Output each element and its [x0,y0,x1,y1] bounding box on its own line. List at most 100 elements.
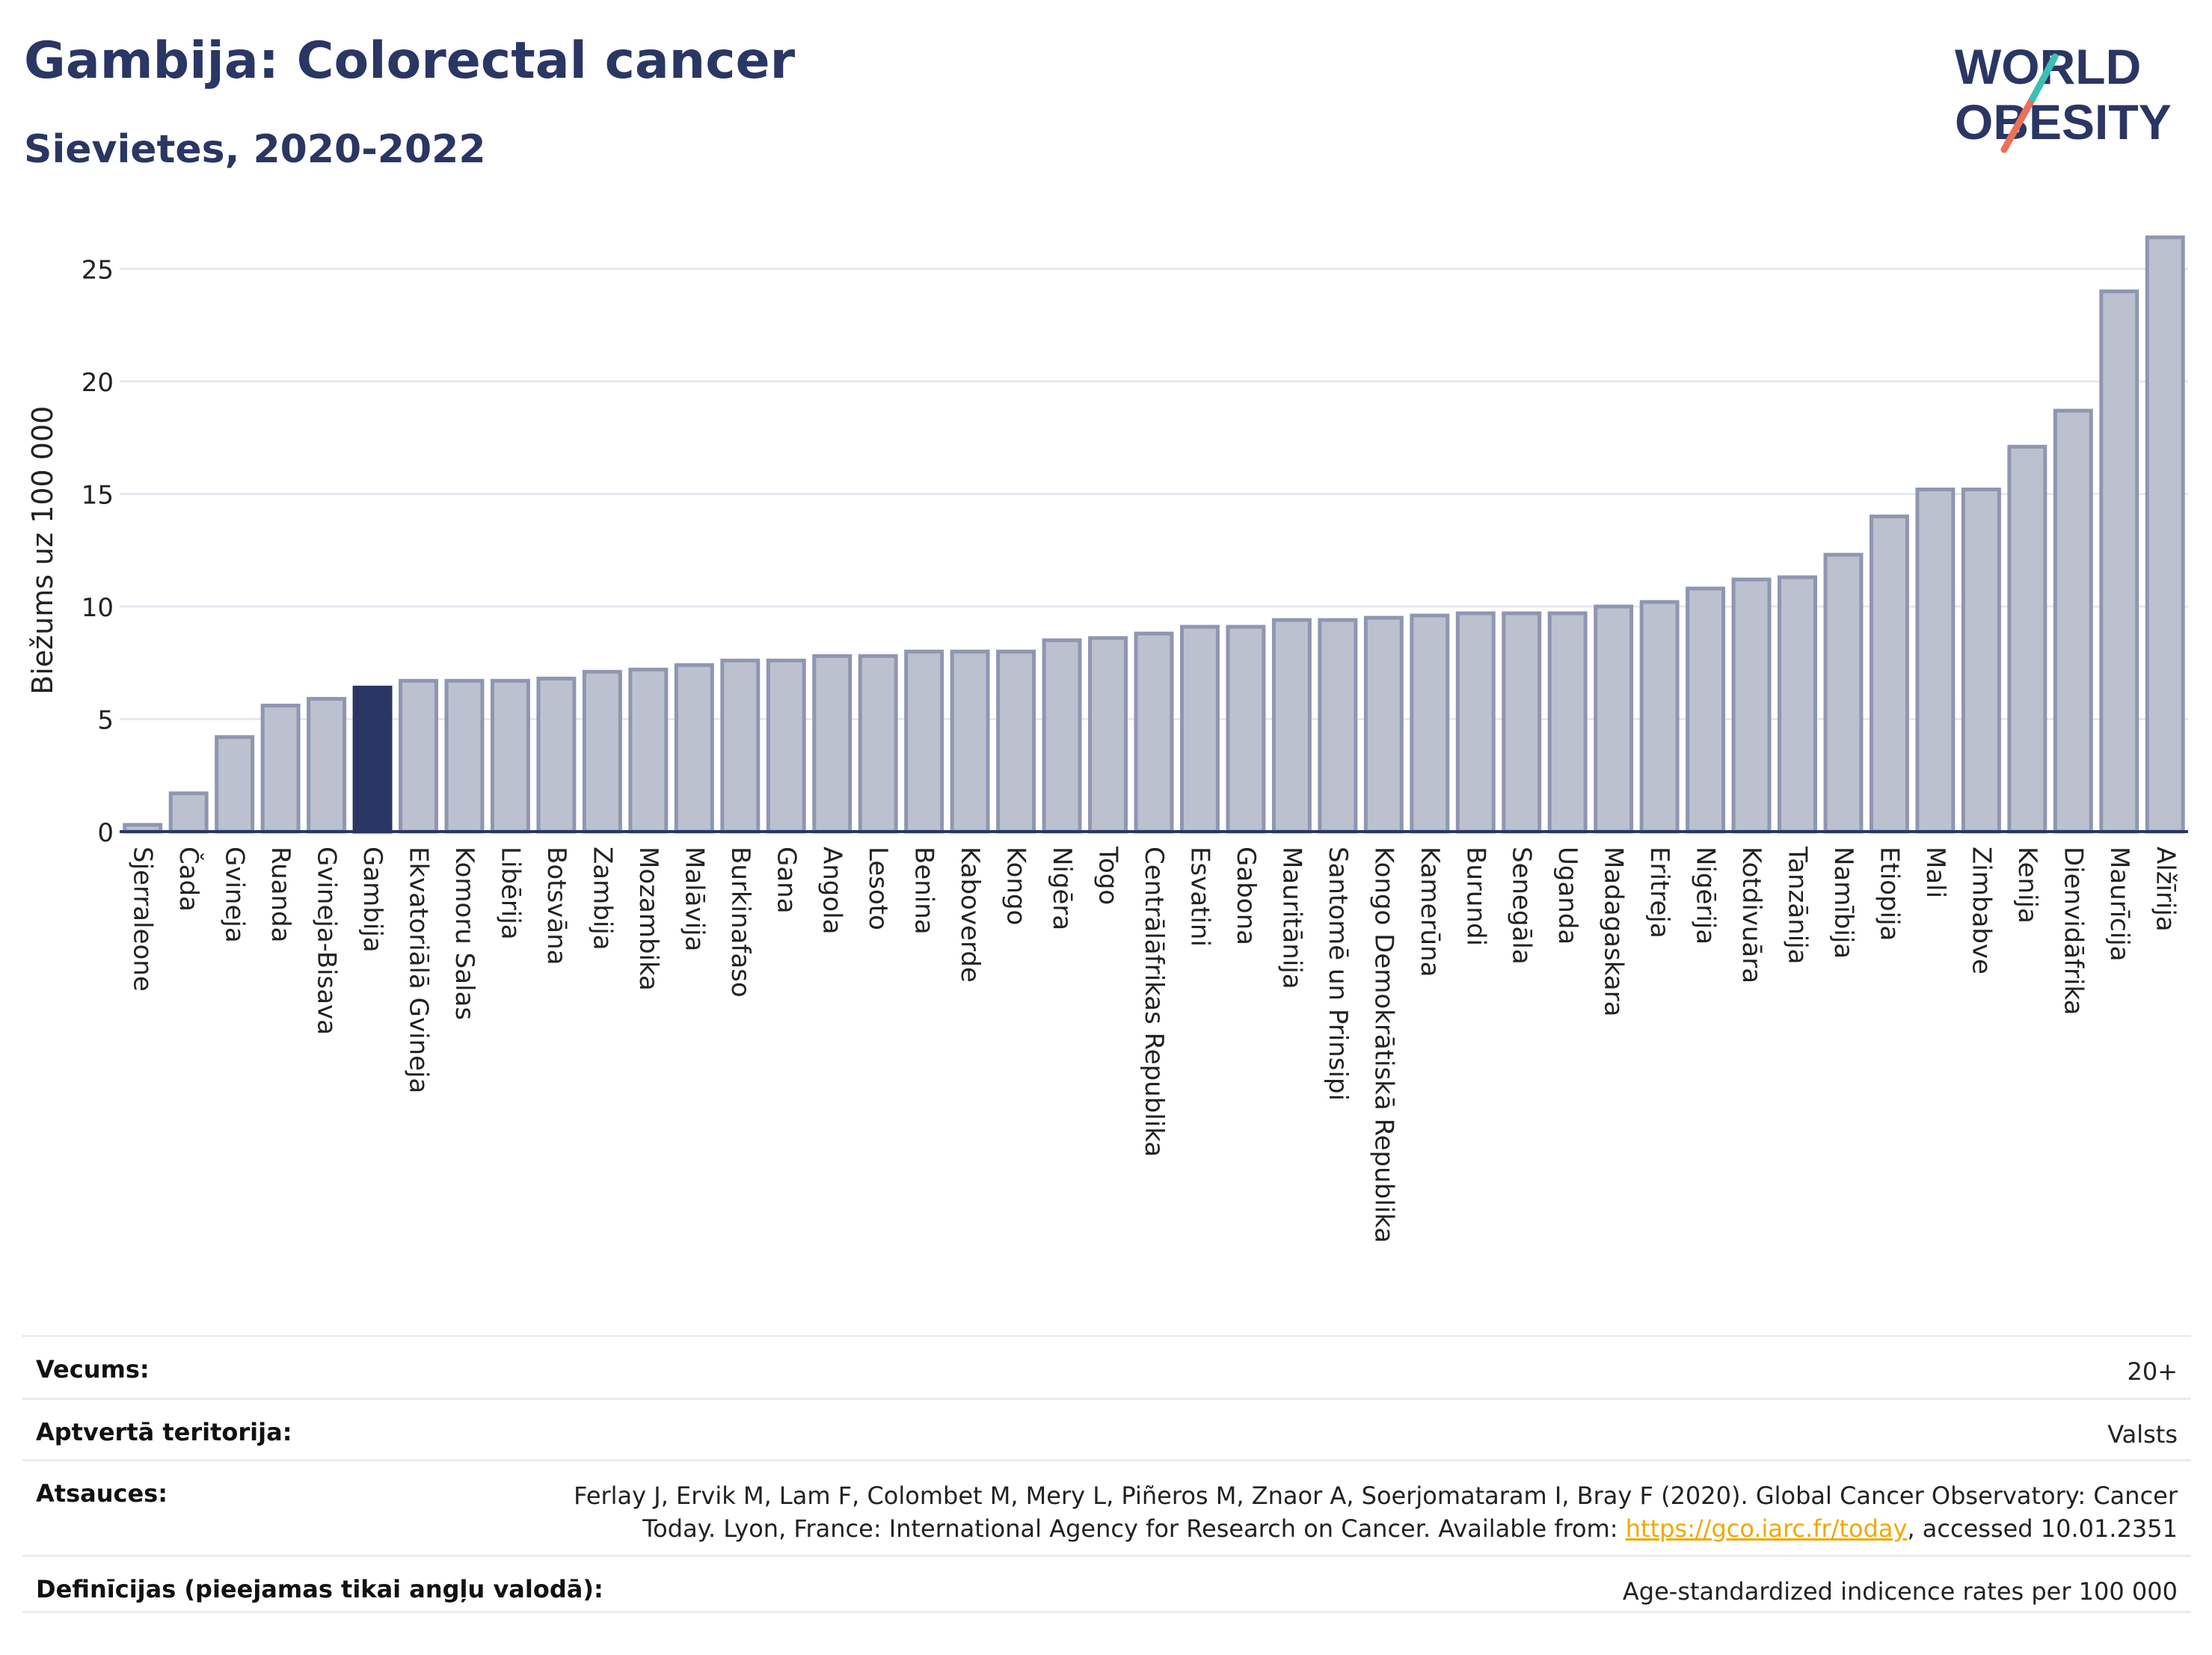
slash-icon-upper [2029,53,2059,102]
x-tick-label: Santomē un Prinsipi [1323,847,1353,1101]
bar-24 [1226,624,1266,834]
x-tick-label: Sjerraleone [128,847,158,992]
bar-43 [2099,289,2139,834]
x-tick-label: Mauritānija [1276,847,1306,989]
bar-27 [1363,615,1404,834]
x-tick-label: Mozambika [633,847,663,991]
x-tick-label: Centrālāfrikas Republika [1139,847,1169,1157]
age-value: 20+ [2127,1357,2178,1386]
bar-20 [1042,638,1082,834]
bar-1 [168,791,209,834]
world-obesity-logo: WORLD OBESITY [1955,39,2172,153]
x-tick-label: Kaboverde [955,847,985,983]
age-label: Vecums: [36,1355,150,1384]
x-tick-label: Gabona [1231,847,1261,945]
bar-chart: 0 5 10 15 20 25 Biežums uz 100 000 Sjerraleone Č… [26,235,2188,1243]
x-tick-label: Angola [817,847,847,934]
page-title: Gambija: Colorectal cancer [24,31,796,90]
bar-32 [1594,604,1634,834]
x-tick-label: Burundi [1460,847,1490,946]
info-table: Vecums: 20+ Aptvertā teritorija: Valsts … [22,1335,2191,1613]
bar-42 [2053,408,2093,834]
bar-8 [490,678,530,834]
y-tick-label: 15 [82,481,114,511]
y-tick-label: 20 [82,368,114,398]
bar-16 [858,654,898,834]
x-tick-label: Senegāla [1507,847,1537,965]
x-tick-label: Botsvāna [541,847,571,965]
x-tick-label: Burkinafaso [725,847,755,998]
info-row-coverage: Aptvertā teritorija: Valsts [22,1398,2191,1459]
bar-33 [1639,600,1680,834]
bar-7 [444,678,485,834]
x-tick-label: Ekvatoriālā Gvineja [404,847,434,1093]
y-tick-label: 25 [82,256,114,286]
slash-icon-lower [2000,95,2036,153]
bar-29 [1455,611,1496,834]
x-tick-label: Zimbabve [1966,847,1996,974]
bar-36 [1778,575,1818,834]
bar-6 [399,678,439,834]
bar-15 [812,654,852,834]
x-tick-label: Malāvija [679,847,709,951]
y-axis-label: Biežums uz 100 000 [26,406,59,695]
bar-3 [260,703,301,834]
y-tick-label: 5 [97,706,114,736]
references-value: Ferlay J, Ervik M, Lam F, Colombet M, Me… [574,1479,2178,1545]
bar-19 [996,649,1036,834]
logo-line2: OBESITY [1955,94,2172,150]
info-row-definitions: Definīcijas (pieejamas tikai angļu valod… [22,1555,2191,1613]
x-tick-label: Kamerūna [1415,847,1445,977]
references-line2b: , accessed 10.01.2351 [1907,1514,2178,1543]
bar-39 [1915,487,1956,834]
y-tick-label: 10 [82,593,114,623]
bar-25 [1271,618,1312,834]
x-tick-label: Gambija [357,847,387,953]
bar-30 [1502,611,1542,834]
x-tick-label: Nigēra [1047,847,1077,930]
coverage-label: Aptvertā teritorija: [36,1418,292,1446]
x-tick-label: Libērija [495,847,525,940]
bar-21 [1088,636,1128,834]
bar-38 [1869,515,1909,834]
bar-34 [1686,586,1726,834]
bar-28 [1410,613,1450,834]
x-tick-label: Gvineja [220,847,250,943]
x-tick-label: Uganda [1552,847,1582,945]
definitions-value: Age-standardized indicence rates per 100… [1622,1577,2178,1606]
x-tick-label: Togo [1093,846,1123,905]
references-label: Atsauces: [36,1479,168,1508]
x-tick-label: Gana [771,847,801,914]
x-tick-label: Ruanda [265,847,295,942]
coverage-value: Valsts [2107,1420,2178,1449]
bar-10 [582,669,622,834]
x-tick-label: Čada [173,847,204,912]
bar-9 [536,676,577,834]
bar-4 [307,696,347,834]
bar-40 [1961,487,2001,834]
x-tick-label: Tanzānija [1783,846,1813,964]
bar-44 [2145,235,2185,834]
bar-18 [950,649,990,834]
references-link[interactable]: https://gco.iarc.fr/today [1625,1514,1908,1543]
bar-41 [2007,444,2047,834]
bar-14 [766,658,806,834]
x-tick-label: Benina [909,847,939,935]
bar-35 [1731,577,1772,834]
x-tick-label: Dienvidāfrika [2058,847,2088,1015]
bar-26 [1318,618,1358,834]
x-tick-label: Nigērija [1691,847,1721,945]
x-tick-label: Namībija [1828,847,1858,959]
x-tick-label: Kenija [2012,847,2042,924]
bar-11 [628,667,669,834]
bar-13 [720,658,761,834]
x-tick-label: Komoru Salas [449,847,479,1020]
x-tick-label: Zambija [587,847,617,951]
x-tick-label: Etiopija [1874,847,1904,941]
bar-31 [1547,611,1588,834]
page-subtitle: Sievietes, 2020-2022 [24,127,486,172]
x-tick-label: Mali [1920,847,1950,898]
bar-23 [1179,624,1220,834]
bar-37 [1823,553,1864,834]
x-tick-label: Kongo Demokrātiskā Republika [1368,847,1398,1243]
